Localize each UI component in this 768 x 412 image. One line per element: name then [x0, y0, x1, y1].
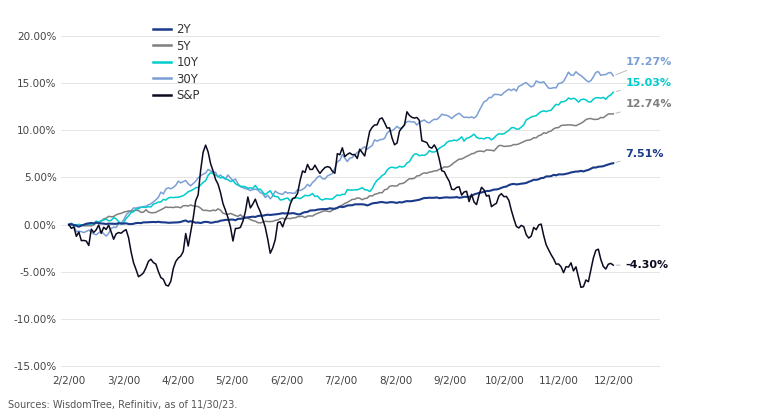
Text: 12.74%: 12.74%	[616, 99, 672, 113]
Text: 17.27%: 17.27%	[616, 57, 672, 75]
Text: 7.51%: 7.51%	[616, 149, 664, 162]
Text: 15.03%: 15.03%	[616, 78, 672, 91]
Text: -4.30%: -4.30%	[616, 260, 669, 270]
Text: Sources: WisdomTree, Refinitiv, as of 11/30/23.: Sources: WisdomTree, Refinitiv, as of 11…	[8, 400, 237, 410]
Legend: 2Y, 5Y, 10Y, 30Y, S&P: 2Y, 5Y, 10Y, 30Y, S&P	[148, 18, 205, 107]
